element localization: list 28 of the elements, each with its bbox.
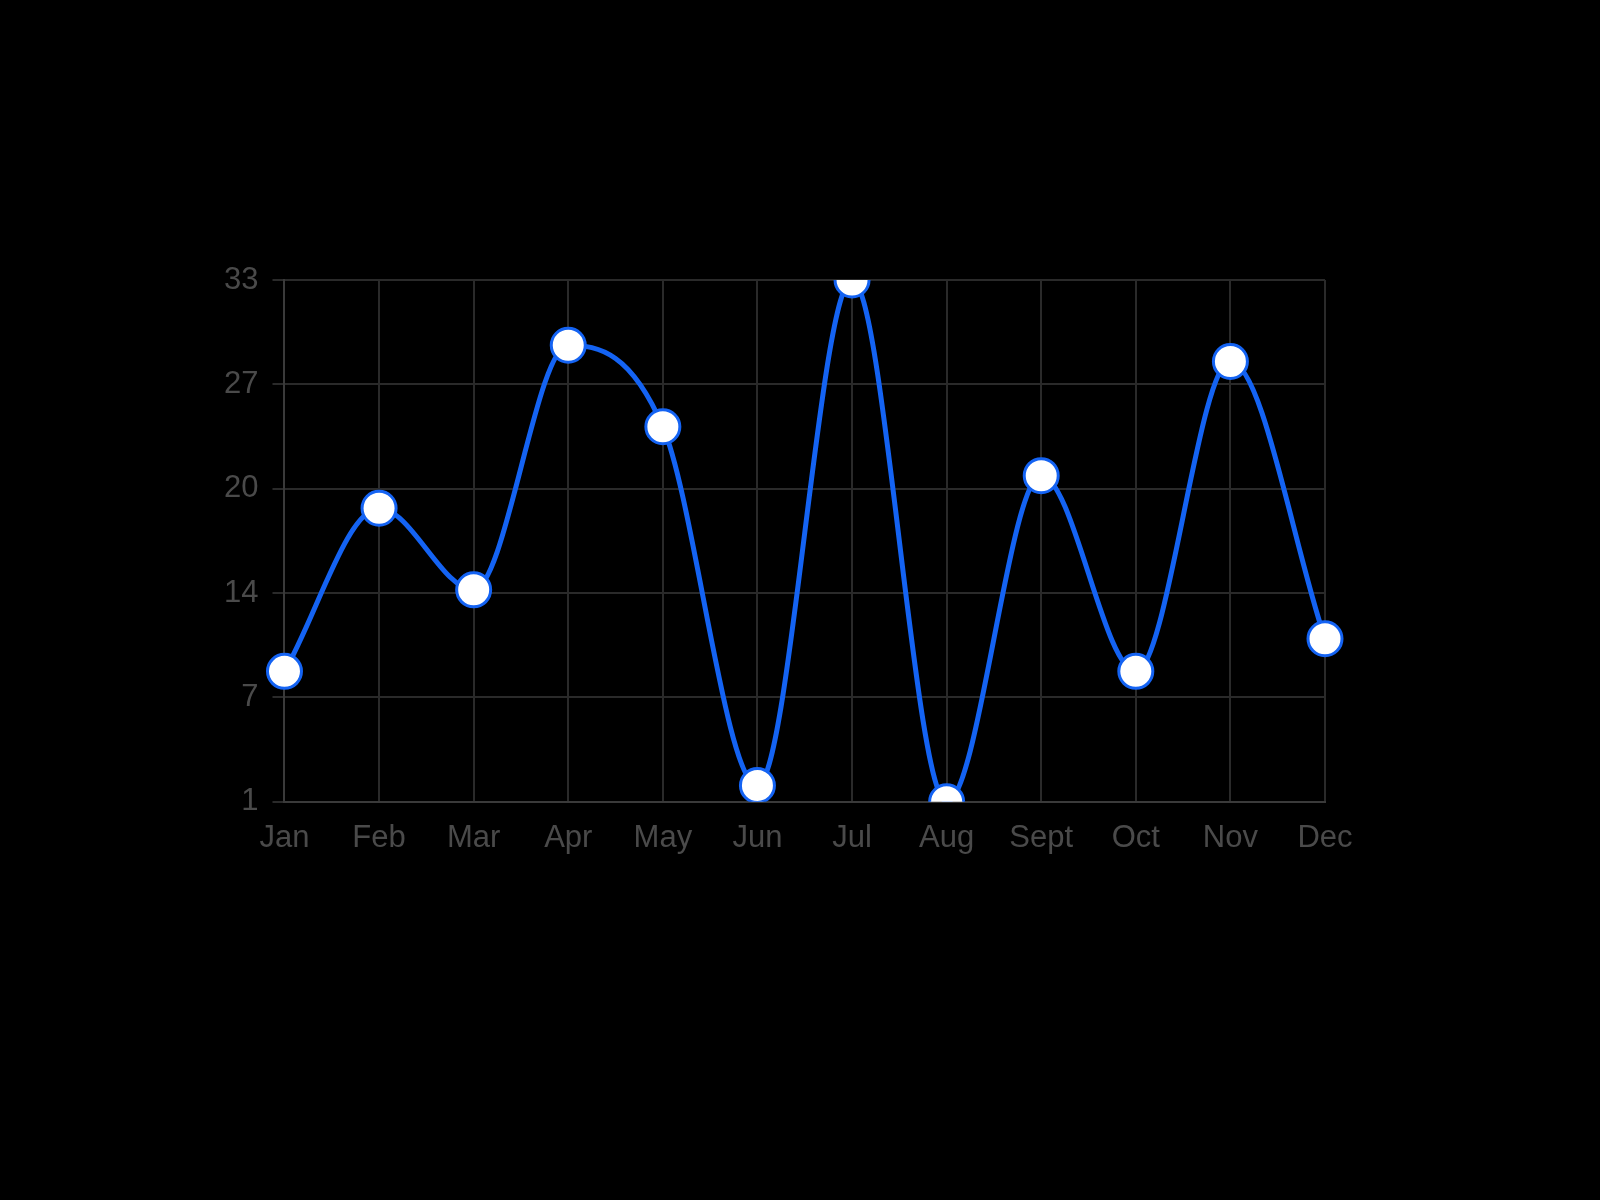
point bbox=[1306, 620, 1344, 658]
y-tick-label: 7 bbox=[241, 677, 259, 713]
point bbox=[644, 408, 682, 446]
y-tick-label: 20 bbox=[224, 469, 259, 505]
x-tick-label: Apr bbox=[544, 818, 593, 854]
x-tick-label: Feb bbox=[352, 818, 406, 854]
x-tick-label: Jun bbox=[732, 818, 783, 854]
point bbox=[1211, 343, 1249, 381]
y-tick-label: 33 bbox=[224, 260, 259, 296]
y-tick-label: 14 bbox=[224, 573, 259, 609]
point bbox=[549, 326, 587, 364]
point bbox=[265, 652, 303, 690]
point bbox=[1022, 457, 1060, 495]
point bbox=[455, 571, 493, 609]
point bbox=[360, 489, 398, 527]
x-tick-label: Sept bbox=[1009, 818, 1074, 854]
x-tick-label: Mar bbox=[446, 818, 501, 854]
y-tick-label: 1 bbox=[241, 782, 259, 818]
x-tick-label: Aug bbox=[919, 818, 975, 854]
x-tick-label: Dec bbox=[1297, 818, 1353, 854]
point bbox=[738, 766, 776, 802]
point bbox=[1117, 652, 1155, 690]
x-tick-label: Oct bbox=[1111, 818, 1161, 854]
x-tick-label: Jan bbox=[259, 818, 310, 854]
x-tick-label: Nov bbox=[1202, 818, 1259, 854]
y-tick-label: 27 bbox=[224, 364, 259, 400]
x-tick-label: May bbox=[633, 818, 693, 854]
x-tick-label: Jul bbox=[832, 818, 872, 854]
